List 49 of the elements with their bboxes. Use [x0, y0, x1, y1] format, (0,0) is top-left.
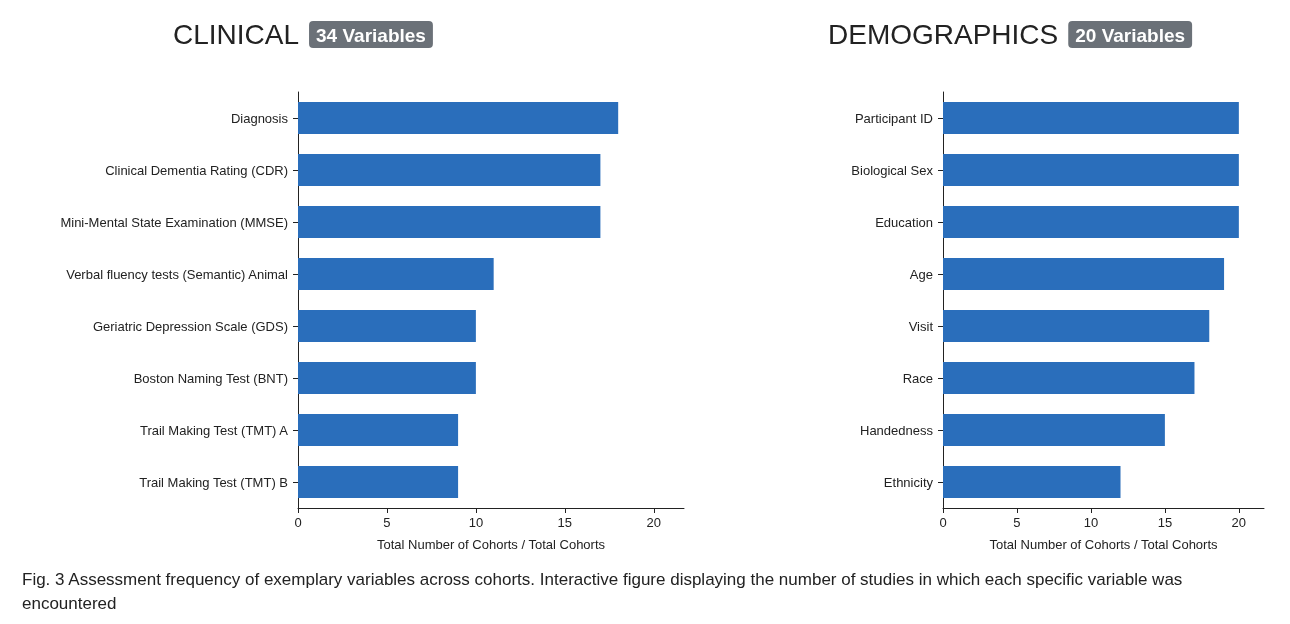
y-tick-label: Diagnosis — [230, 110, 289, 126]
x-tick-label: 15 — [1157, 515, 1173, 530]
x-tick-label: 0 — [939, 515, 947, 530]
chart-subtitle: 34 Variables — [316, 25, 426, 46]
bar — [943, 153, 1239, 187]
x-tick-label: 15 — [557, 515, 573, 530]
x-tick-label: 0 — [294, 515, 302, 530]
y-tick-label: Education — [875, 214, 933, 230]
bar — [298, 361, 476, 395]
bar — [298, 153, 601, 187]
bar — [943, 257, 1225, 291]
chart-subtitle: 20 Variables — [1075, 25, 1186, 46]
y-tick-label: Verbal fluency tests (Semantic) Animal — [66, 266, 289, 282]
x-axis-title: Total Number of Cohorts / Total Cohorts — [989, 537, 1219, 552]
y-tick-label: Boston Naming Test (BNT) — [133, 370, 288, 386]
y-tick-label: Participant ID — [854, 110, 933, 126]
y-tick-label: Trail Making Test (TMT) A — [139, 422, 289, 438]
chart-title: DEMOGRAPHICS — [828, 18, 1059, 50]
bar — [298, 205, 601, 239]
bar — [943, 465, 1121, 499]
bar — [943, 361, 1195, 395]
x-tick-label: 5 — [383, 515, 391, 530]
y-tick-label: Geriatric Depression Scale (GDS) — [92, 318, 288, 334]
caption: Fig. 3 Assessment frequency of exemplary variables across cohorts. Interactive figure displaying the number of studies in which each specific variable was encountered — [21, 569, 1184, 615]
y-tick-label: Mini-Mental State Examination (MMSE) — [60, 214, 288, 230]
x-axis-title: Total Number of Cohorts / Total Cohorts — [376, 537, 606, 552]
bar — [943, 101, 1239, 135]
bar — [943, 413, 1165, 447]
bar — [943, 309, 1210, 343]
x-tick-label: 20 — [646, 515, 661, 530]
y-tick-label: Biological Sex — [851, 162, 934, 178]
bar — [298, 101, 619, 135]
y-tick-label: Trail Making Test (TMT) B — [139, 474, 288, 490]
y-tick-label: Clinical Dementia Rating (CDR) — [105, 162, 288, 178]
y-tick-label: Ethnicity — [883, 474, 934, 490]
x-tick-label: 10 — [1083, 515, 1099, 530]
bar — [943, 205, 1239, 239]
bar — [298, 413, 459, 447]
chart-title: CLINICAL — [173, 18, 300, 50]
y-tick-label: Age — [909, 266, 933, 282]
bar — [298, 257, 494, 291]
y-tick-label: Handedness — [860, 422, 934, 438]
bar — [298, 309, 476, 343]
x-tick-label: 20 — [1231, 515, 1247, 530]
x-tick-label: 5 — [1013, 515, 1021, 530]
y-tick-label: Race — [902, 370, 933, 386]
bar — [298, 465, 459, 499]
x-tick-label: 10 — [468, 515, 484, 530]
y-tick-label: Visit — [908, 318, 934, 334]
